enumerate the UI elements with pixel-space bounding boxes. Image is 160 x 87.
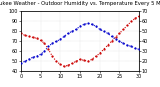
Text: Milwaukee Weather - Outdoor Humidity vs. Temperature Every 5 Minutes: Milwaukee Weather - Outdoor Humidity vs.… [0,1,160,6]
